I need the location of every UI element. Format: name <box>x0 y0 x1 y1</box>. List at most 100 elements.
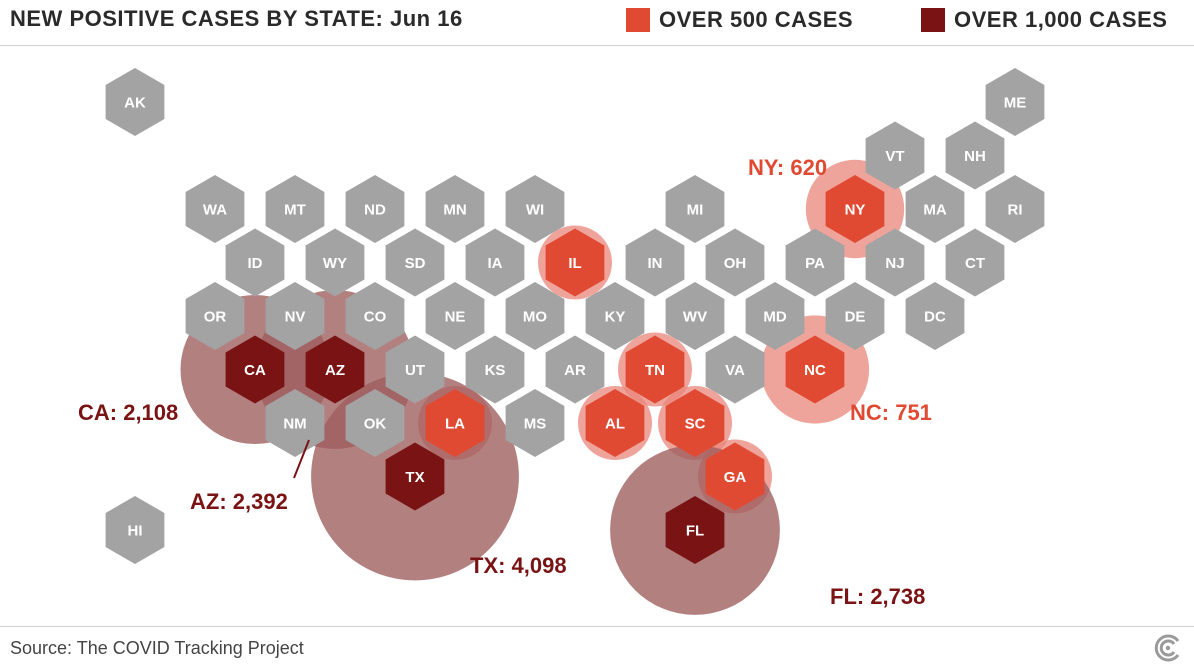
state-hex-ut <box>385 335 445 404</box>
state-hex-ar <box>545 335 605 404</box>
source-note: Source: The COVID Tracking Project <box>10 638 304 658</box>
state-hex-ok <box>345 389 405 457</box>
state-hex-ga <box>705 442 765 511</box>
state-hex-hi <box>105 496 165 564</box>
state-hex-va <box>705 335 765 404</box>
page-title: NEW POSITIVE CASES BY STATE: Jun 16 <box>10 6 463 31</box>
state-label-ms: MS <box>524 416 547 433</box>
state-hex-oh <box>705 228 765 297</box>
state-label-co: CO <box>364 309 387 326</box>
state-hexes: AK ME VT NH WA MT ND MN WI MI NY MA RI ID WY SD IA IL IN OH… <box>105 68 1045 564</box>
state-hex-md <box>745 282 805 350</box>
state-hex-ak <box>105 68 165 136</box>
state-hex-pa <box>785 228 845 297</box>
state-hex-ne <box>425 282 485 350</box>
state-hex-wy <box>305 228 365 297</box>
state-label-md: MD <box>763 309 786 326</box>
state-hex-nm <box>265 389 325 457</box>
state-label-fl: FL <box>686 523 704 540</box>
state-label-al: AL <box>605 416 625 433</box>
state-label-nm: NM <box>283 416 306 433</box>
state-hex-ks <box>465 335 525 404</box>
state-hex-wv <box>665 282 725 350</box>
state-label-oh: OH <box>724 255 747 272</box>
state-label-ok: OK <box>364 416 387 433</box>
state-hex-al <box>585 389 645 457</box>
state-hex-nj <box>865 228 925 297</box>
state-hex-ca <box>225 335 285 404</box>
state-label-va: VA <box>725 362 745 379</box>
state-hex-mt <box>265 175 325 243</box>
state-label-hi: HI <box>128 523 143 540</box>
state-hex-vt <box>865 121 925 190</box>
state-label-ut: UT <box>405 362 425 379</box>
state-hex-fl <box>665 496 725 564</box>
state-hex-ky <box>585 282 645 350</box>
state-hex-wa <box>185 175 245 243</box>
state-label-mn: MN <box>443 202 466 219</box>
state-hex-mn <box>425 175 485 243</box>
state-label-mt: MT <box>284 202 306 219</box>
state-label-ks: KS <box>485 362 506 379</box>
state-label-in: IN <box>648 255 663 272</box>
state-label-nj: NJ <box>885 255 904 272</box>
state-label-tn: TN <box>645 362 665 379</box>
state-label-nv: NV <box>285 309 306 326</box>
state-label-sc: SC <box>685 416 706 433</box>
state-label-az: AZ <box>325 362 345 379</box>
state-label-tx: TX <box>405 469 424 486</box>
state-hex-me <box>985 68 1045 136</box>
state-label-vt: VT <box>885 148 904 165</box>
annotation-nc: NC: 751 <box>850 400 932 425</box>
state-label-or: OR <box>204 309 227 326</box>
state-hex-de <box>825 282 885 350</box>
state-hex-nv <box>265 282 325 350</box>
state-label-ma: MA <box>923 202 946 219</box>
state-hex-nh <box>945 121 1005 190</box>
state-hex-id <box>225 228 285 297</box>
legend-label-over-1000: OVER 1,000 CASES <box>954 7 1168 32</box>
legend-item-over-500: OVER 500 CASES <box>626 7 853 33</box>
state-label-sd: SD <box>405 255 426 272</box>
state-hex-in <box>625 228 685 297</box>
state-label-ny: NY <box>845 202 866 219</box>
legend-swatch-over-500 <box>626 8 650 32</box>
state-hex-sd <box>385 228 445 297</box>
state-label-il: IL <box>568 255 581 272</box>
annotation-ca: CA: 2,108 <box>78 400 178 425</box>
state-label-mo: MO <box>523 309 547 326</box>
state-hex-tn <box>625 335 685 404</box>
state-label-ky: KY <box>605 309 626 326</box>
state-label-me: ME <box>1004 95 1027 112</box>
state-hex-ia <box>465 228 525 297</box>
state-hex-mi <box>665 175 725 243</box>
annotation-az: AZ: 2,392 <box>190 489 288 514</box>
state-hex-la <box>425 389 485 457</box>
state-label-ca: CA <box>244 362 266 379</box>
state-hex-sc <box>665 389 725 457</box>
annotation-ny: NY: 620 <box>748 155 827 180</box>
state-label-ri: RI <box>1008 202 1023 219</box>
state-label-wy: WY <box>323 255 347 272</box>
header-divider <box>0 45 1194 46</box>
annotation-tx: TX: 4,098 <box>470 553 567 578</box>
state-label-nd: ND <box>364 202 386 219</box>
state-label-ak: AK <box>124 95 146 112</box>
state-label-ia: IA <box>488 255 503 272</box>
state-hex-nc <box>785 335 845 404</box>
state-label-nh: NH <box>964 148 986 165</box>
state-hex-ms <box>505 389 565 457</box>
state-label-ct: CT <box>965 255 985 272</box>
footer-divider <box>0 626 1194 627</box>
legend-item-over-1000: OVER 1,000 CASES <box>921 7 1167 33</box>
state-hex-ma <box>905 175 965 243</box>
state-hex-mo <box>505 282 565 350</box>
state-label-ga: GA <box>724 469 747 486</box>
state-hex-co <box>345 282 405 350</box>
state-label-la: LA <box>445 416 465 433</box>
state-label-wa: WA <box>203 202 227 219</box>
state-label-de: DE <box>845 309 866 326</box>
annotation-fl: FL: 2,738 <box>830 584 925 609</box>
case-annotations: NY: 620 NC: 751 CA: 2,108 AZ: 2,392 TX: 4,09… <box>78 155 932 609</box>
